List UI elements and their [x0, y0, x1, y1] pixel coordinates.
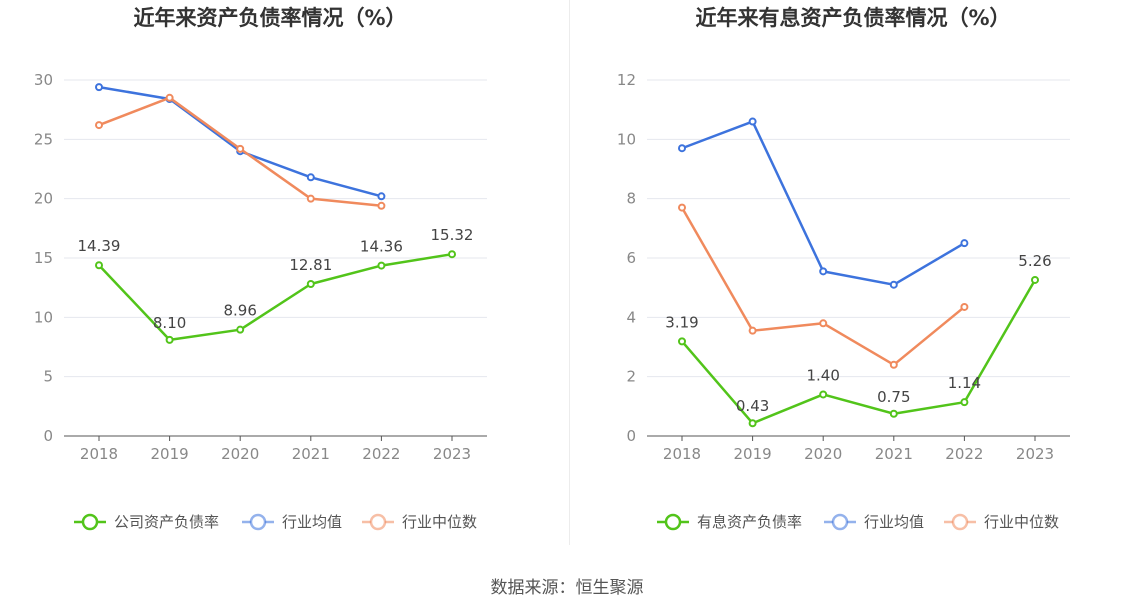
legend-marker	[369, 513, 387, 531]
data-point	[236, 325, 245, 334]
x-tick-label: 2022	[945, 445, 983, 463]
data-label: 14.39	[78, 237, 121, 255]
data-point	[95, 261, 103, 270]
chart-2: 近年来有息资产负债率情况（%） 0 2 4 6 8 10 12 2018 2019 2020 2021…	[617, 6, 1070, 531]
chart-1: 近年来资产负债率情况（%） 0 5 10 15 20 25 30 2018 2019 2020 202…	[34, 6, 487, 531]
data-point	[377, 192, 386, 201]
data-label: 3.19	[665, 313, 698, 331]
legend-item: 有息资产负债率	[657, 513, 802, 531]
data-point	[819, 267, 828, 276]
data-label: 0.75	[877, 388, 910, 406]
source-note: 数据来源：恒生聚源	[490, 578, 644, 598]
data-label: 12.81	[289, 256, 332, 274]
data-point	[306, 279, 315, 288]
y-tick-label: 0	[626, 427, 636, 445]
y-tick-label: 5	[43, 368, 53, 386]
data-point	[889, 280, 898, 289]
series-line	[681, 120, 966, 286]
y-tick-label: 0	[43, 427, 53, 445]
chart-title: 近年来有息资产负债率情况（%）	[695, 6, 1010, 30]
data-label: 15.32	[431, 226, 474, 244]
legend-item: 行业中位数	[362, 513, 477, 531]
data-label: 1.40	[806, 366, 839, 384]
legend-item: 行业均值	[824, 513, 924, 531]
data-point	[889, 409, 898, 418]
data-label: 8.96	[223, 302, 256, 320]
x-tick-label: 2021	[875, 445, 913, 463]
y-tick-label: 2	[626, 368, 636, 386]
legend-item: 行业中位数	[944, 513, 1059, 531]
data-point	[819, 390, 828, 399]
legend-label: 行业中位数	[984, 513, 1059, 531]
y-tick-label: 20	[34, 190, 53, 208]
x-tick-label: 2019	[734, 445, 772, 463]
data-label: 5.26	[1018, 252, 1051, 270]
legend-item: 公司资产负债率	[74, 513, 219, 531]
legend-label: 行业均值	[282, 513, 342, 531]
y-tick-label: 6	[626, 249, 636, 267]
x-tick-label: 2021	[292, 445, 330, 463]
x-tick-label: 2018	[80, 445, 118, 463]
x-tick-label: 2020	[221, 445, 259, 463]
data-point	[960, 239, 969, 248]
data-point	[678, 144, 686, 153]
data-point	[165, 93, 174, 102]
y-tick-label: 15	[34, 249, 53, 267]
legend-marker	[249, 513, 267, 531]
data-point	[748, 419, 757, 428]
legend-marker	[664, 513, 682, 531]
series-line	[681, 279, 1037, 425]
y-tick-label: 25	[34, 130, 53, 148]
data-point	[377, 201, 386, 210]
data-point	[748, 117, 757, 126]
y-tick-label: 8	[626, 190, 636, 208]
y-tick-label: 30	[34, 71, 53, 89]
data-point	[95, 83, 103, 92]
legend-label: 公司资产负债率	[114, 513, 219, 531]
data-label: 8.10	[153, 314, 186, 332]
legend-marker	[81, 513, 99, 531]
data-point	[306, 194, 315, 203]
x-tick-label: 2022	[362, 445, 400, 463]
x-tick-label: 2023	[1016, 445, 1054, 463]
legend-marker	[831, 513, 849, 531]
data-point	[1031, 275, 1039, 284]
data-point	[960, 302, 969, 311]
data-point	[748, 326, 757, 335]
series-line	[680, 206, 966, 367]
data-label: 1.14	[948, 374, 981, 392]
x-tick-label: 2018	[663, 445, 701, 463]
data-point	[819, 319, 828, 328]
data-label: 0.43	[736, 397, 769, 415]
x-tick-label: 2019	[151, 445, 189, 463]
legend-item: 行业均值	[242, 513, 342, 531]
legend-label: 行业均值	[864, 513, 924, 531]
panel-divider	[569, 0, 570, 545]
data-point	[236, 144, 245, 153]
y-tick-label: 10	[617, 130, 636, 148]
x-tick-label: 2023	[433, 445, 471, 463]
y-tick-label: 4	[626, 308, 636, 326]
data-point	[306, 173, 315, 182]
data-point	[678, 203, 686, 212]
data-point	[678, 337, 686, 346]
series-line	[98, 252, 453, 342]
legend-marker	[951, 513, 969, 531]
y-tick-label: 12	[617, 71, 636, 89]
chart-title: 近年来资产负债率情况（%）	[133, 6, 406, 30]
y-tick-label: 10	[34, 308, 53, 326]
data-point	[448, 250, 456, 259]
data-label: 14.36	[360, 238, 403, 256]
series-line	[98, 85, 382, 198]
data-point	[165, 335, 174, 344]
data-point	[889, 360, 898, 369]
data-point	[95, 121, 103, 130]
legend-label: 行业中位数	[402, 513, 477, 531]
x-tick-label: 2020	[804, 445, 842, 463]
data-point	[377, 261, 386, 270]
data-point	[960, 398, 969, 407]
legend-label: 有息资产负债率	[697, 513, 802, 531]
